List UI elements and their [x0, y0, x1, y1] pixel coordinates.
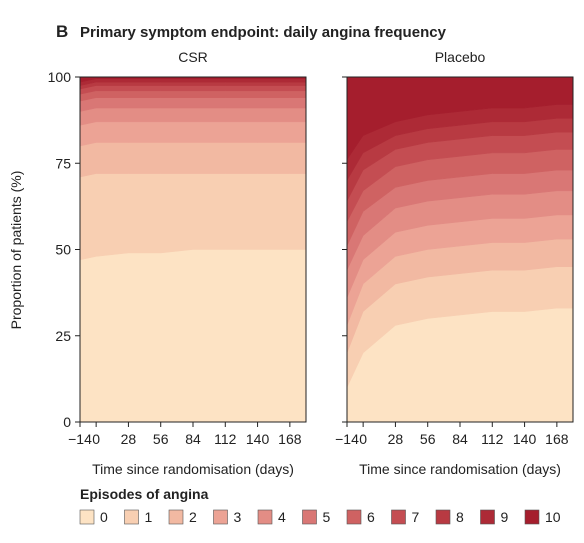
legend-item-2: 2 — [168, 509, 197, 525]
x-tick-label: 140 — [513, 431, 537, 447]
legend-swatch — [257, 509, 273, 525]
legend-swatch — [391, 509, 406, 525]
x-tick-label: −14 — [68, 431, 92, 447]
area-series-0 — [79, 249, 307, 423]
panel-label: Placebo — [435, 49, 486, 65]
x-tick-label: 168 — [278, 431, 302, 447]
legend-label: 6 — [367, 509, 375, 525]
x-tick-label: 28 — [121, 431, 137, 447]
panel-label: CSR — [178, 49, 208, 65]
x-tick-label: 0 — [359, 431, 367, 447]
legend-item-10: 10 — [524, 509, 561, 525]
legend-item-4: 4 — [257, 509, 286, 525]
legend-label: 10 — [545, 509, 561, 525]
legend-item-5: 5 — [302, 509, 331, 525]
legend-label: 8 — [456, 509, 464, 525]
legend-item-6: 6 — [346, 509, 375, 525]
area-series-1 — [79, 173, 307, 261]
x-tick-label: 0 — [92, 431, 100, 447]
legend-label: 7 — [412, 509, 420, 525]
legend-item-1: 1 — [124, 509, 153, 525]
legend: 0 1 2 3 4 5 6 7 8 9 10 — [79, 509, 561, 525]
legend-swatch — [168, 509, 184, 525]
y-axis-label: Proportion of patients (%) — [8, 171, 24, 330]
panel-letter: B — [56, 22, 68, 41]
x-tick-label: 168 — [545, 431, 569, 447]
legend-swatch — [524, 509, 540, 525]
y-tick-label: 100 — [48, 69, 72, 85]
area-series-3 — [79, 121, 307, 147]
panel-placebo: Placebo −14 0 28 56 84 112 140 168 Time since ran… — [335, 49, 574, 477]
legend-swatch — [302, 509, 317, 525]
x-tick-label: 84 — [185, 431, 201, 447]
y-tick-label: 75 — [55, 155, 71, 171]
legend-swatch — [480, 509, 495, 525]
legend-swatch — [346, 509, 362, 525]
legend-label: 0 — [100, 509, 108, 525]
legend-item-9: 9 — [480, 509, 509, 525]
panel-csr: CSR 0 25 50 75 100 −14 0 28 56 84 112 140 168 Time sin… — [48, 49, 307, 477]
x-tick-label: 112 — [214, 431, 237, 447]
x-tick-label: 140 — [246, 431, 270, 447]
legend-label: 3 — [234, 509, 242, 525]
legend-swatch — [213, 509, 228, 525]
legend-swatch — [124, 509, 139, 525]
x-tick-label: −14 — [335, 431, 359, 447]
legend-label: 9 — [501, 509, 509, 525]
legend-item-8: 8 — [435, 509, 464, 525]
x-tick-label: 84 — [452, 431, 468, 447]
y-tick-label: 50 — [55, 242, 71, 258]
y-tick-label: 25 — [55, 328, 71, 344]
legend-label: 4 — [278, 509, 286, 525]
x-axis-label: Time since randomisation (days) — [92, 461, 294, 477]
x-tick-label: 56 — [420, 431, 436, 447]
legend-swatch — [435, 509, 451, 525]
x-axis-label: Time since randomisation (days) — [359, 461, 561, 477]
area-series-2 — [79, 142, 307, 178]
legend-swatch — [79, 509, 95, 525]
x-tick-label: 28 — [388, 431, 404, 447]
figure-title: Primary symptom endpoint: daily angina f… — [80, 24, 447, 41]
y-tick-label: 0 — [63, 414, 71, 430]
legend-label: 5 — [323, 509, 331, 525]
legend-item-7: 7 — [391, 509, 420, 525]
legend-title: Episodes of angina — [80, 486, 209, 502]
legend-item-0: 0 — [79, 509, 108, 525]
x-tick-label: 56 — [153, 431, 169, 447]
legend-label: 1 — [145, 509, 153, 525]
legend-item-3: 3 — [213, 509, 242, 525]
legend-label: 2 — [189, 509, 197, 525]
x-tick-label: 112 — [481, 431, 504, 447]
